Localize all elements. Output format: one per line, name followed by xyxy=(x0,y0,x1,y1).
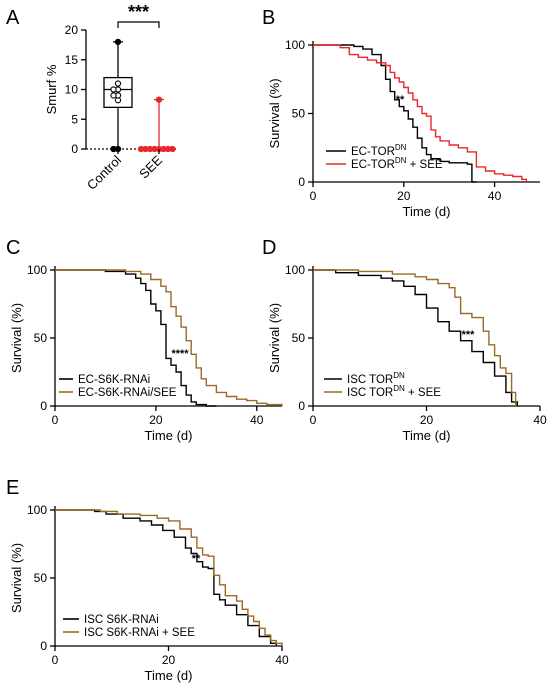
series-line-1 xyxy=(313,269,518,406)
panel-c-survival: 0 50 100 0 20 40 Time (d) Survival (%) EC-S6K-RN… xyxy=(9,263,283,443)
panel-letter-d: D xyxy=(262,237,276,259)
legend-label-1: ISC TORDN xyxy=(347,371,405,386)
data-point xyxy=(169,145,176,153)
legend-label-suffix: + SEE xyxy=(406,159,442,171)
y-tick-label: 0 xyxy=(40,639,47,653)
y-tick-label: 100 xyxy=(27,263,47,277)
y-tick-label: 10 xyxy=(65,83,79,97)
x-tick-label: 40 xyxy=(488,189,502,203)
y-tick-label: 50 xyxy=(34,331,48,345)
data-point xyxy=(110,86,117,93)
y-tick-label: 0 xyxy=(71,142,78,156)
y-axis-title: Survival (%) xyxy=(267,303,282,373)
data-point xyxy=(110,92,117,99)
x-tick-label: 20 xyxy=(420,413,434,427)
legend-label-2: EC-TORDN + SEE xyxy=(351,156,443,171)
data-point xyxy=(110,145,117,153)
significance-bracket xyxy=(117,21,160,28)
y-tick-label: 50 xyxy=(292,331,306,345)
y-tick-label: 5 xyxy=(71,112,78,126)
legend-label-name: EC-S6K-RNAi/SEE xyxy=(78,387,177,399)
y-tick-label: 50 xyxy=(34,571,48,585)
panel-e-survival: 0 50 100 0 20 40 Time (d) Survival (%) ISC S6K-R… xyxy=(9,503,289,683)
y-axis-title: Survival (%) xyxy=(267,78,282,148)
y-tick-label: 20 xyxy=(65,23,79,37)
x-axis-title: Time (d) xyxy=(403,428,451,443)
legend-label-1: EC-TORDN xyxy=(351,143,407,158)
series-line-2 xyxy=(313,44,528,182)
series-line-2 xyxy=(55,269,283,406)
legend-label-name: ISC S6K-RNAi xyxy=(84,614,159,626)
significance-label: ** xyxy=(396,94,405,106)
legend-label-name: ISC S6K-RNAi + SEE xyxy=(84,627,195,639)
x-axis-title: Time (d) xyxy=(403,204,451,219)
series-line-2 xyxy=(313,269,517,406)
legend-label-sup: DN xyxy=(393,384,405,393)
legend-label-2: ISC TORDN + SEE xyxy=(347,384,441,399)
significance-label: *** xyxy=(128,2,149,22)
x-tick-label: 40 xyxy=(533,413,547,427)
y-tick-label: 100 xyxy=(27,503,47,517)
x-axis-title: Time (d) xyxy=(145,668,193,683)
panel-a-boxplot: 0 5 10 15 20 Smurf % Control SEE *** xyxy=(44,2,178,193)
panel-letter-b: B xyxy=(262,7,275,29)
y-axis-title: Survival (%) xyxy=(9,543,24,613)
legend-label-name: EC-TOR xyxy=(351,146,395,158)
x-tick-label: 40 xyxy=(275,653,289,667)
panel-d-survival: 0 50 100 0 20 40 Time (d) Survival (%) ISC TORDN… xyxy=(267,263,547,443)
legend-label-suffix: + SEE xyxy=(405,387,441,399)
legend-label-2: ISC S6K-RNAi + SEE xyxy=(84,627,195,639)
y-axis-title: Smurf % xyxy=(44,64,59,114)
significance-label: **** xyxy=(171,348,189,360)
x-tick-label: 0 xyxy=(52,653,59,667)
y-tick-label: 0 xyxy=(298,175,305,189)
y-tick-label: 100 xyxy=(285,38,305,52)
legend-label-name: ISC TOR xyxy=(347,387,393,399)
data-point xyxy=(155,96,163,103)
x-tick-label: 0 xyxy=(52,413,59,427)
legend-label-sup: DN xyxy=(395,156,407,165)
x-tick-label: 40 xyxy=(250,413,264,427)
legend-label-1: ISC S6K-RNAi xyxy=(84,614,159,626)
x-axis-title: Time (d) xyxy=(145,428,193,443)
x-tick-label: 0 xyxy=(310,413,317,427)
y-tick-label: 100 xyxy=(285,263,305,277)
series-line-2 xyxy=(55,509,283,646)
y-tick-label: 0 xyxy=(40,399,47,413)
legend-label-name: EC-S6K-RNAi xyxy=(78,374,150,386)
y-tick-label: 0 xyxy=(298,399,305,413)
x-tick-label: 20 xyxy=(149,413,163,427)
legend-label-sup: DN xyxy=(393,371,405,380)
series-line-1 xyxy=(313,44,477,183)
category-label-1: Control xyxy=(84,152,124,192)
data-point xyxy=(114,38,122,46)
panel-letter-e: E xyxy=(6,477,19,499)
legend-label-sup: DN xyxy=(395,143,407,152)
panel-letter-a: A xyxy=(6,7,20,29)
legend-label-2: EC-S6K-RNAi/SEE xyxy=(78,387,177,399)
data-point xyxy=(114,80,122,87)
series-line-1 xyxy=(55,269,217,407)
category-label-2: SEE xyxy=(136,152,165,181)
y-tick-label: 15 xyxy=(65,53,79,67)
significance-label: *** xyxy=(462,329,476,341)
legend-label-name: ISC TOR xyxy=(347,374,393,386)
x-tick-label: 20 xyxy=(397,189,411,203)
series-line-1 xyxy=(55,509,277,646)
significance-label: ** xyxy=(192,553,201,565)
x-tick-label: 20 xyxy=(162,653,176,667)
y-tick-label: 50 xyxy=(292,107,306,121)
data-point xyxy=(137,145,145,153)
panel-letter-c: C xyxy=(6,237,20,259)
legend-label-1: EC-S6K-RNAi xyxy=(78,374,150,386)
y-axis-title: Survival (%) xyxy=(9,303,24,373)
x-tick-label: 0 xyxy=(310,189,317,203)
legend-label-name: EC-TOR xyxy=(351,159,395,171)
